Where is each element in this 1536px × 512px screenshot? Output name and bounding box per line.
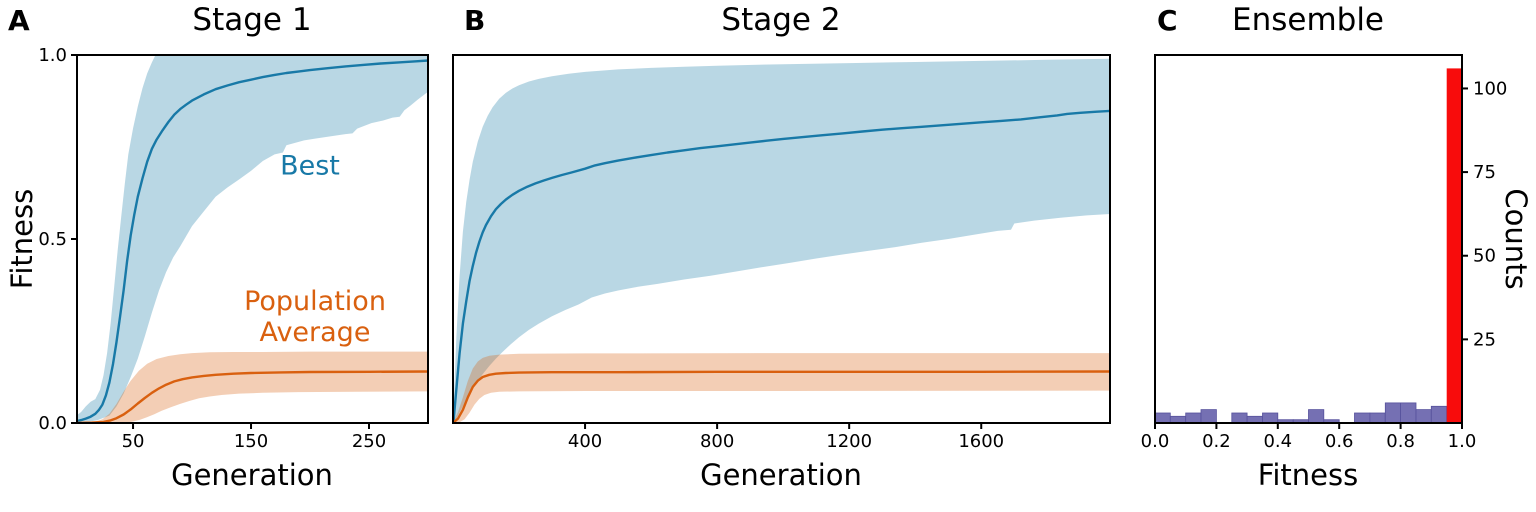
histogram-bar xyxy=(1323,419,1340,423)
stage2-line-best xyxy=(453,109,1110,421)
stage2-axes-frame xyxy=(452,54,1111,424)
panel-b-letter: B xyxy=(464,4,486,37)
x-tick-label: 1200 xyxy=(826,431,872,452)
histogram-highlight-bar xyxy=(1446,68,1462,423)
stage1-line-population-average xyxy=(77,370,428,423)
x-tick-label: 0.0 xyxy=(1141,431,1170,452)
counts-tick-label: 25 xyxy=(1473,329,1496,350)
ensemble-data-layer xyxy=(1155,68,1462,423)
x-tick-label: 1.0 xyxy=(1448,431,1477,452)
panel-a-letter: A xyxy=(8,4,30,37)
stage1-y-axis-label: Fitness xyxy=(5,188,39,290)
ensemble-axes-frame xyxy=(1154,54,1463,424)
stage2-band-best xyxy=(453,58,1110,423)
stage2-title: Stage 2 xyxy=(721,2,841,38)
population-average-series-annotation: Population Average xyxy=(244,286,386,348)
y-tick-label: 0.5 xyxy=(38,229,67,250)
counts-tick-label: 100 xyxy=(1473,78,1507,99)
x-tick-label: 50 xyxy=(122,431,145,452)
stage1-band-best xyxy=(77,55,428,423)
y-tick-label: 0.0 xyxy=(38,413,67,434)
stage2-data-layer xyxy=(453,58,1110,423)
stage2-band-population-average xyxy=(453,353,1110,423)
panel-c-letter: C xyxy=(1157,4,1178,37)
x-tick-label: 1600 xyxy=(958,431,1004,452)
counts-tick-label: 75 xyxy=(1473,162,1496,183)
stage1-plot-area: 50 150 250 0.0 0.5 1.0 xyxy=(38,45,429,452)
stage2-line-population-average xyxy=(453,370,1110,423)
histogram-bar xyxy=(1155,412,1171,423)
histogram-bar xyxy=(1169,415,1187,423)
counts-tick-label: 50 xyxy=(1473,246,1496,267)
ensemble-x-axis-label: Fitness xyxy=(1257,458,1359,492)
stage1-axes-frame xyxy=(76,54,429,424)
histogram-bar xyxy=(1369,412,1386,423)
y-tick-label: 1.0 xyxy=(38,45,67,66)
histogram-bar xyxy=(1354,412,1371,423)
best-series-annotation: Best xyxy=(280,150,340,182)
x-tick-label: 250 xyxy=(352,431,386,452)
histogram-bar xyxy=(1200,409,1217,423)
population-average-annotation-line2: Average xyxy=(259,317,371,348)
x-tick-label: 0.8 xyxy=(1386,431,1415,452)
population-average-annotation-line1: Population xyxy=(244,286,386,317)
stage1-band-population-average xyxy=(77,351,428,423)
histogram-bar xyxy=(1185,412,1202,423)
stage1-x-axis-label: Generation xyxy=(171,458,333,492)
x-tick-label: 0.2 xyxy=(1202,431,1231,452)
histogram-bar xyxy=(1262,412,1279,423)
stage1-title: Stage 1 xyxy=(192,2,312,38)
stage1-data-layer xyxy=(77,55,428,423)
ensemble-plot-area: 0.0 0.2 0.4 0.6 0.8 1.0 25 50 75 100 xyxy=(1141,54,1507,452)
x-tick-label: 0.6 xyxy=(1325,431,1354,452)
x-tick-label: 150 xyxy=(234,431,268,452)
x-tick-label: 400 xyxy=(568,431,602,452)
x-tick-label: 0.4 xyxy=(1263,431,1292,452)
ensemble-counts-axis-label: Counts xyxy=(1499,188,1533,290)
histogram-bar xyxy=(1415,409,1432,423)
histogram-bar xyxy=(1308,409,1325,423)
stage2-plot-area: 400 800 1200 1600 xyxy=(452,54,1111,452)
histogram-bar xyxy=(1430,405,1448,423)
histogram-bar xyxy=(1246,415,1263,423)
stage2-x-axis-label: Generation xyxy=(700,458,862,492)
stage1-line-best xyxy=(77,59,428,423)
histogram-bar xyxy=(1231,412,1248,423)
x-tick-label: 800 xyxy=(700,431,734,452)
histogram-bar xyxy=(1400,402,1417,423)
ensemble-title: Ensemble xyxy=(1231,2,1385,38)
histogram-bar xyxy=(1384,402,1402,423)
